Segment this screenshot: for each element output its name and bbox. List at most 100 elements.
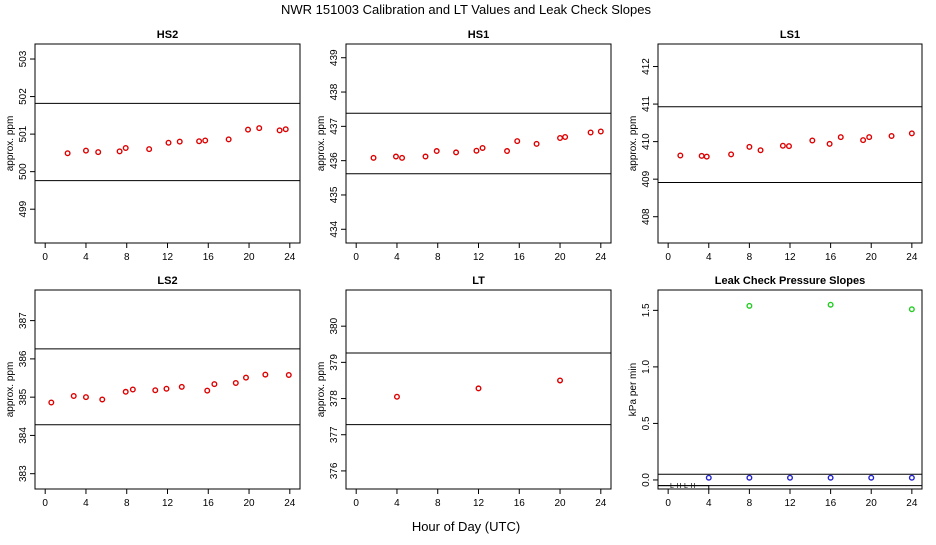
data-points bbox=[393, 377, 564, 400]
data-point-values bbox=[152, 387, 159, 394]
x-tick-label: 0 bbox=[42, 498, 48, 509]
data-point-values bbox=[116, 148, 123, 155]
panel-ls2: LS2 0 4 8 12 16 20 24 383 384 385 386 387 approx. ppm bbox=[5, 275, 301, 509]
x-tick-label: 16 bbox=[514, 498, 526, 509]
x-tick-label: 12 bbox=[473, 498, 485, 509]
data-point-values bbox=[514, 138, 521, 145]
data-point-values bbox=[393, 393, 400, 400]
x-tick-label: 20 bbox=[243, 252, 255, 263]
data-point-blue bbox=[827, 474, 834, 481]
x-tick-label: 20 bbox=[866, 498, 878, 509]
y-tick-label: 434 bbox=[329, 220, 340, 237]
data-point-values bbox=[370, 154, 377, 161]
y-tick-label: 501 bbox=[18, 125, 29, 142]
y-tick-label: 438 bbox=[329, 83, 340, 100]
x-tick-label: 8 bbox=[747, 498, 753, 509]
x-tick-label: 4 bbox=[394, 498, 400, 509]
y-tick-label: 412 bbox=[641, 58, 652, 75]
data-point-green bbox=[908, 306, 915, 313]
data-points bbox=[705, 301, 915, 481]
panel-title: HS2 bbox=[157, 29, 178, 41]
plot-frame bbox=[34, 289, 301, 490]
plot-frame bbox=[345, 43, 612, 244]
panels-group: HS2 0 4 8 12 16 20 24 499 500 501 502 503 approx. ppm… bbox=[5, 29, 923, 509]
y-tick-label: 378 bbox=[329, 390, 340, 407]
data-point-values bbox=[146, 146, 153, 153]
data-point-values bbox=[479, 144, 486, 151]
data-point-values bbox=[728, 151, 735, 158]
x-tick-label: 0 bbox=[665, 252, 671, 263]
data-point-values bbox=[282, 126, 289, 133]
y-tick-label: 387 bbox=[18, 312, 29, 329]
data-point-values bbox=[703, 153, 710, 160]
inset-legend-box bbox=[657, 485, 710, 490]
inset-legend-label: L bbox=[670, 483, 674, 490]
x-tick-label: 8 bbox=[435, 252, 441, 263]
data-point-values bbox=[866, 134, 873, 141]
y-tick-label: 408 bbox=[641, 208, 652, 225]
data-point-values bbox=[557, 135, 564, 142]
x-tick-label: 4 bbox=[706, 498, 712, 509]
data-point-values bbox=[473, 147, 480, 154]
data-point-values bbox=[504, 148, 511, 155]
data-point-values bbox=[204, 387, 211, 394]
x-tick-label: 24 bbox=[595, 252, 607, 263]
data-point-values bbox=[422, 153, 429, 160]
y-axis-label: approx. ppm bbox=[316, 116, 327, 172]
data-point-values bbox=[70, 393, 77, 400]
data-point-values bbox=[677, 152, 684, 159]
data-point-values bbox=[225, 136, 232, 143]
x-tick-label: 0 bbox=[665, 498, 671, 509]
data-point-values bbox=[95, 149, 102, 156]
data-point-values bbox=[256, 125, 263, 132]
data-point-values bbox=[196, 138, 203, 145]
y-axis-label: approx. ppm bbox=[316, 362, 327, 418]
data-point-values bbox=[809, 137, 816, 144]
x-tick-label: 12 bbox=[162, 498, 174, 509]
x-tick-label: 4 bbox=[706, 252, 712, 263]
panel-leak-check-pressure-slopes: Leak Check Pressure Slopes 0 4 8 12 16 20 24 0.0… bbox=[628, 275, 923, 509]
data-point-values bbox=[785, 143, 792, 150]
x-tick-label: 12 bbox=[784, 252, 796, 263]
data-point-values bbox=[392, 153, 399, 160]
data-point-values bbox=[242, 374, 249, 381]
data-point-values bbox=[285, 371, 292, 378]
data-point-values bbox=[826, 140, 833, 147]
panel-hs2: HS2 0 4 8 12 16 20 24 499 500 501 502 503 approx. ppm bbox=[5, 29, 301, 263]
y-tick-label: 377 bbox=[329, 426, 340, 443]
data-point-values bbox=[163, 385, 170, 392]
data-point-values bbox=[176, 138, 183, 145]
y-tick-label: 380 bbox=[329, 317, 340, 334]
data-point-green bbox=[746, 302, 753, 309]
data-point-values bbox=[99, 396, 106, 403]
data-point-values bbox=[82, 394, 89, 401]
data-point-values bbox=[202, 137, 209, 144]
x-tick-label: 16 bbox=[825, 252, 837, 263]
x-tick-label: 12 bbox=[473, 252, 485, 263]
data-point-values bbox=[746, 143, 753, 150]
data-point-green bbox=[827, 301, 834, 308]
y-tick-label: 383 bbox=[18, 465, 29, 482]
y-tick-label: 502 bbox=[18, 88, 29, 105]
y-tick-label: 500 bbox=[18, 163, 29, 180]
x-tick-label: 8 bbox=[747, 252, 753, 263]
data-point-values bbox=[399, 154, 406, 161]
y-axis-label: approx. ppm bbox=[628, 116, 639, 172]
data-point-values bbox=[178, 383, 185, 390]
x-tick-label: 24 bbox=[906, 252, 918, 263]
y-axis-label: kPa per min bbox=[628, 363, 639, 416]
y-tick-label: 1.0 bbox=[641, 359, 652, 373]
data-points bbox=[64, 125, 289, 157]
data-point-values bbox=[453, 149, 460, 156]
x-tick-label: 24 bbox=[284, 252, 296, 263]
y-tick-label: 384 bbox=[18, 427, 29, 444]
panel-ls1: LS1 0 4 8 12 16 20 24 408 409 410 411 412 approx. ppm bbox=[628, 29, 923, 263]
data-point-values bbox=[698, 152, 705, 159]
x-tick-label: 16 bbox=[203, 252, 215, 263]
data-point-values bbox=[860, 137, 867, 144]
y-axis-label: approx. ppm bbox=[5, 116, 16, 172]
y-axis-label: approx. ppm bbox=[5, 362, 16, 418]
x-tick-label: 8 bbox=[435, 498, 441, 509]
